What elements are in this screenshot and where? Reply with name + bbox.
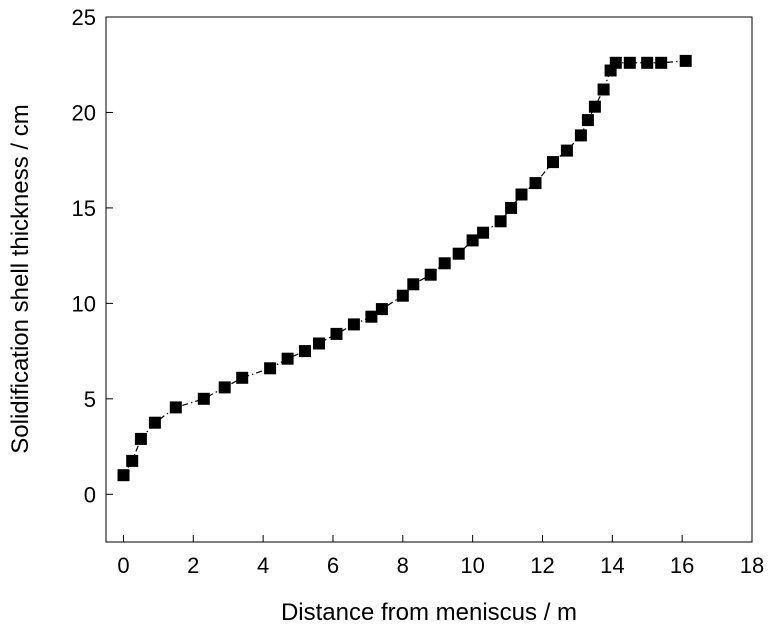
data-point [597, 83, 610, 96]
x-axis-ticks: 0 2 4 6 8 10 12 14 16 18 [117, 535, 764, 578]
data-point [529, 177, 542, 190]
data-point [438, 257, 451, 270]
data-point [655, 56, 668, 69]
x-tick-label: 16 [670, 553, 694, 578]
data-point [477, 226, 490, 239]
data-point [347, 318, 360, 331]
data-point [117, 469, 130, 482]
data-point [609, 56, 622, 69]
y-tick-label: 0 [84, 482, 96, 507]
plot-frame [105, 16, 753, 543]
data-point [494, 215, 507, 228]
x-tick-label: 4 [257, 553, 269, 578]
data-point [218, 381, 231, 394]
data-point [375, 303, 388, 316]
data-point [313, 337, 325, 350]
data-series [117, 54, 692, 482]
x-tick-label: 10 [460, 553, 484, 578]
y-tick-label: 5 [84, 387, 96, 412]
data-point [574, 129, 587, 142]
x-tick-label: 8 [397, 553, 409, 578]
data-point [365, 310, 378, 323]
x-tick-label: 14 [600, 553, 624, 578]
data-point [623, 56, 636, 69]
data-point [134, 432, 147, 445]
data-point [588, 100, 601, 113]
data-point [515, 188, 528, 201]
y-tick-label: 15 [72, 196, 96, 221]
data-point [407, 278, 420, 291]
y-tick-label: 20 [72, 100, 96, 125]
data-point [330, 327, 343, 340]
data-point [126, 454, 139, 467]
data-point [560, 144, 573, 157]
data-point [547, 156, 559, 169]
y-axis-ticks: 0 5 10 15 20 25 [72, 5, 113, 507]
x-tick-label: 2 [187, 553, 199, 578]
data-point [264, 362, 277, 375]
series-line [122, 60, 686, 476]
y-axis-label: Solidification shell thickness / cm [7, 104, 34, 453]
data-point [169, 401, 182, 414]
x-tick-label: 6 [327, 553, 339, 578]
data-point [396, 289, 409, 302]
y-tick-label: 25 [72, 5, 96, 30]
data-point [148, 416, 161, 429]
data-point [641, 56, 654, 69]
data-point [505, 201, 518, 214]
data-point [236, 371, 249, 384]
y-tick-label: 10 [72, 291, 96, 316]
data-point [197, 392, 210, 405]
x-tick-label: 12 [530, 553, 554, 578]
x-tick-label: 18 [740, 553, 764, 578]
x-axis-label: Distance from meniscus / m [281, 599, 577, 626]
data-point [452, 247, 465, 260]
data-point [679, 54, 692, 67]
data-point [299, 345, 311, 358]
data-point [581, 114, 594, 127]
data-point [281, 352, 294, 365]
data-point [466, 234, 479, 247]
data-point [424, 268, 437, 281]
x-tick-label: 0 [117, 553, 129, 578]
